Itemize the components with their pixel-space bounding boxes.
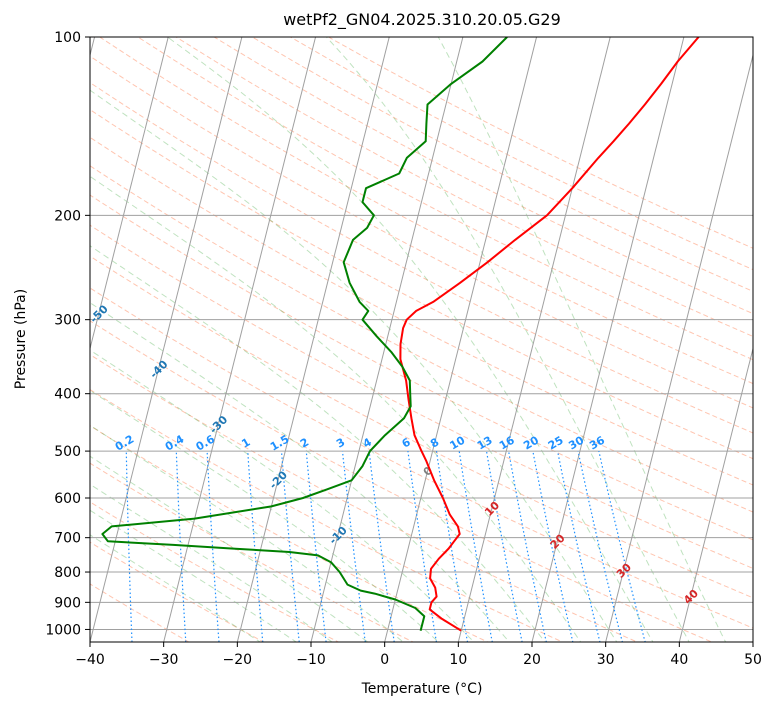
- dry-adiabat-line: [90, 165, 753, 513]
- mixing-ratio-line: [206, 451, 220, 642]
- x-tick-label: 30: [597, 652, 615, 668]
- dry-adiabat-line: [90, 462, 415, 642]
- plot-frame: [89, 36, 754, 643]
- profiles: [101, 37, 700, 632]
- x-tick-label: 50: [744, 652, 762, 668]
- moist-adiabat-line: [166, 37, 654, 642]
- x-tick-label: 40: [670, 652, 688, 668]
- moist-adiabat-line: [90, 483, 333, 642]
- mixing-ratio-line: [175, 451, 187, 642]
- mixing-ratio-line: [280, 451, 300, 642]
- y-tick-label: 600: [54, 491, 81, 507]
- dry-adiabat-line: [90, 425, 489, 642]
- dry-adiabat-line: [136, 37, 753, 361]
- dry-adiabat-line: [213, 37, 753, 315]
- isotherm-line: [90, 37, 169, 351]
- mixing-ratio-line: [577, 450, 624, 642]
- mixing-ratio-line: [508, 450, 547, 642]
- y-tick-label: 900: [54, 595, 81, 611]
- x-axis: −40 −30 −20 −10 0 10 20 30 40 50: [75, 642, 762, 668]
- moist-adiabat-line: [90, 89, 618, 642]
- moist-adiabat-line: [325, 37, 690, 642]
- mixing-ratio-line: [435, 451, 469, 642]
- mixing-ratio-line: [341, 451, 366, 642]
- y-tick-label: 700: [54, 531, 81, 547]
- y-tick-label: 800: [54, 565, 81, 581]
- moist-adiabat-line: [90, 349, 475, 642]
- isotherm-line: [310, 37, 464, 642]
- dry-adiabat-line: [90, 109, 753, 460]
- x-tick-label: −10: [296, 652, 326, 668]
- y-tick-label: 300: [54, 313, 81, 329]
- isotherm-line: [384, 37, 538, 642]
- y-tick-label: 100: [54, 30, 81, 46]
- mixing-ratio-line: [485, 450, 523, 642]
- dry-adiabat-line: [251, 37, 753, 292]
- y-tick-label: 400: [54, 387, 81, 403]
- x-tick-label: −20: [223, 652, 253, 668]
- isotherm-line: [605, 53, 753, 642]
- mixing-ratio-line: [305, 451, 327, 642]
- dry-adiabat-line: [98, 37, 753, 385]
- dry-adiabat-line: [90, 354, 639, 642]
- chart-title: wetPf2_GN04.2025.310.20.05.G29: [283, 10, 561, 30]
- x-tick-label: 20: [523, 652, 541, 668]
- y-axis-label: Pressure (hPa): [13, 289, 29, 389]
- x-tick-label: −30: [149, 652, 179, 668]
- isotherm-line: [163, 37, 317, 642]
- dry-adiabat-line: [90, 287, 753, 629]
- mixing-ratio-line: [458, 451, 493, 642]
- mixing-ratio-line: [407, 451, 438, 642]
- dry-adiabat-line: [90, 82, 753, 434]
- moist-adiabat-line: [90, 534, 262, 642]
- dry-adiabat-line: [90, 55, 753, 409]
- dry-adiabat-line: [90, 224, 753, 569]
- mixing-ratio-line: [247, 451, 264, 642]
- isotherm-line: [236, 37, 390, 642]
- background-lines: [90, 37, 753, 642]
- dry-adiabat-line: [90, 136, 753, 486]
- mixing-ratio-line: [368, 451, 395, 642]
- isotherm-line: [457, 37, 611, 642]
- x-tick-label: 0: [380, 652, 389, 668]
- moist-adiabat-line: [437, 37, 727, 642]
- dry-adiabat-line: [90, 255, 753, 599]
- mixing-ratio-line: [557, 450, 601, 642]
- mixing-ratio-line: [598, 450, 646, 642]
- x-tick-label: 10: [449, 652, 467, 668]
- dry-adiabat-line: [90, 194, 753, 541]
- mixing-ratio-line: [532, 450, 574, 642]
- dry-adiabat-line: [175, 37, 753, 337]
- x-tick-label: −40: [75, 652, 105, 668]
- moist-adiabat-line: [90, 389, 440, 642]
- x-axis-label: Temperature (°C): [361, 681, 483, 697]
- y-tick-label: 200: [54, 208, 81, 224]
- y-tick-label: 1000: [45, 622, 81, 638]
- mixing-ratio-line: [125, 451, 133, 642]
- moist-adiabat-line: [90, 175, 582, 642]
- y-axis: 1000 900 800 700 600 500 400 300 200 100: [45, 30, 90, 638]
- dry-adiabat-line: [90, 541, 265, 642]
- moist-adiabat-line: [90, 424, 404, 642]
- y-tick-label: 500: [54, 444, 81, 460]
- isotherm-line: [531, 37, 685, 642]
- moist-adiabat-line: [90, 245, 546, 642]
- moist-adiabat-line: [90, 455, 369, 642]
- dewpoint-profile: [101, 37, 508, 631]
- isotherm-line: [678, 346, 753, 642]
